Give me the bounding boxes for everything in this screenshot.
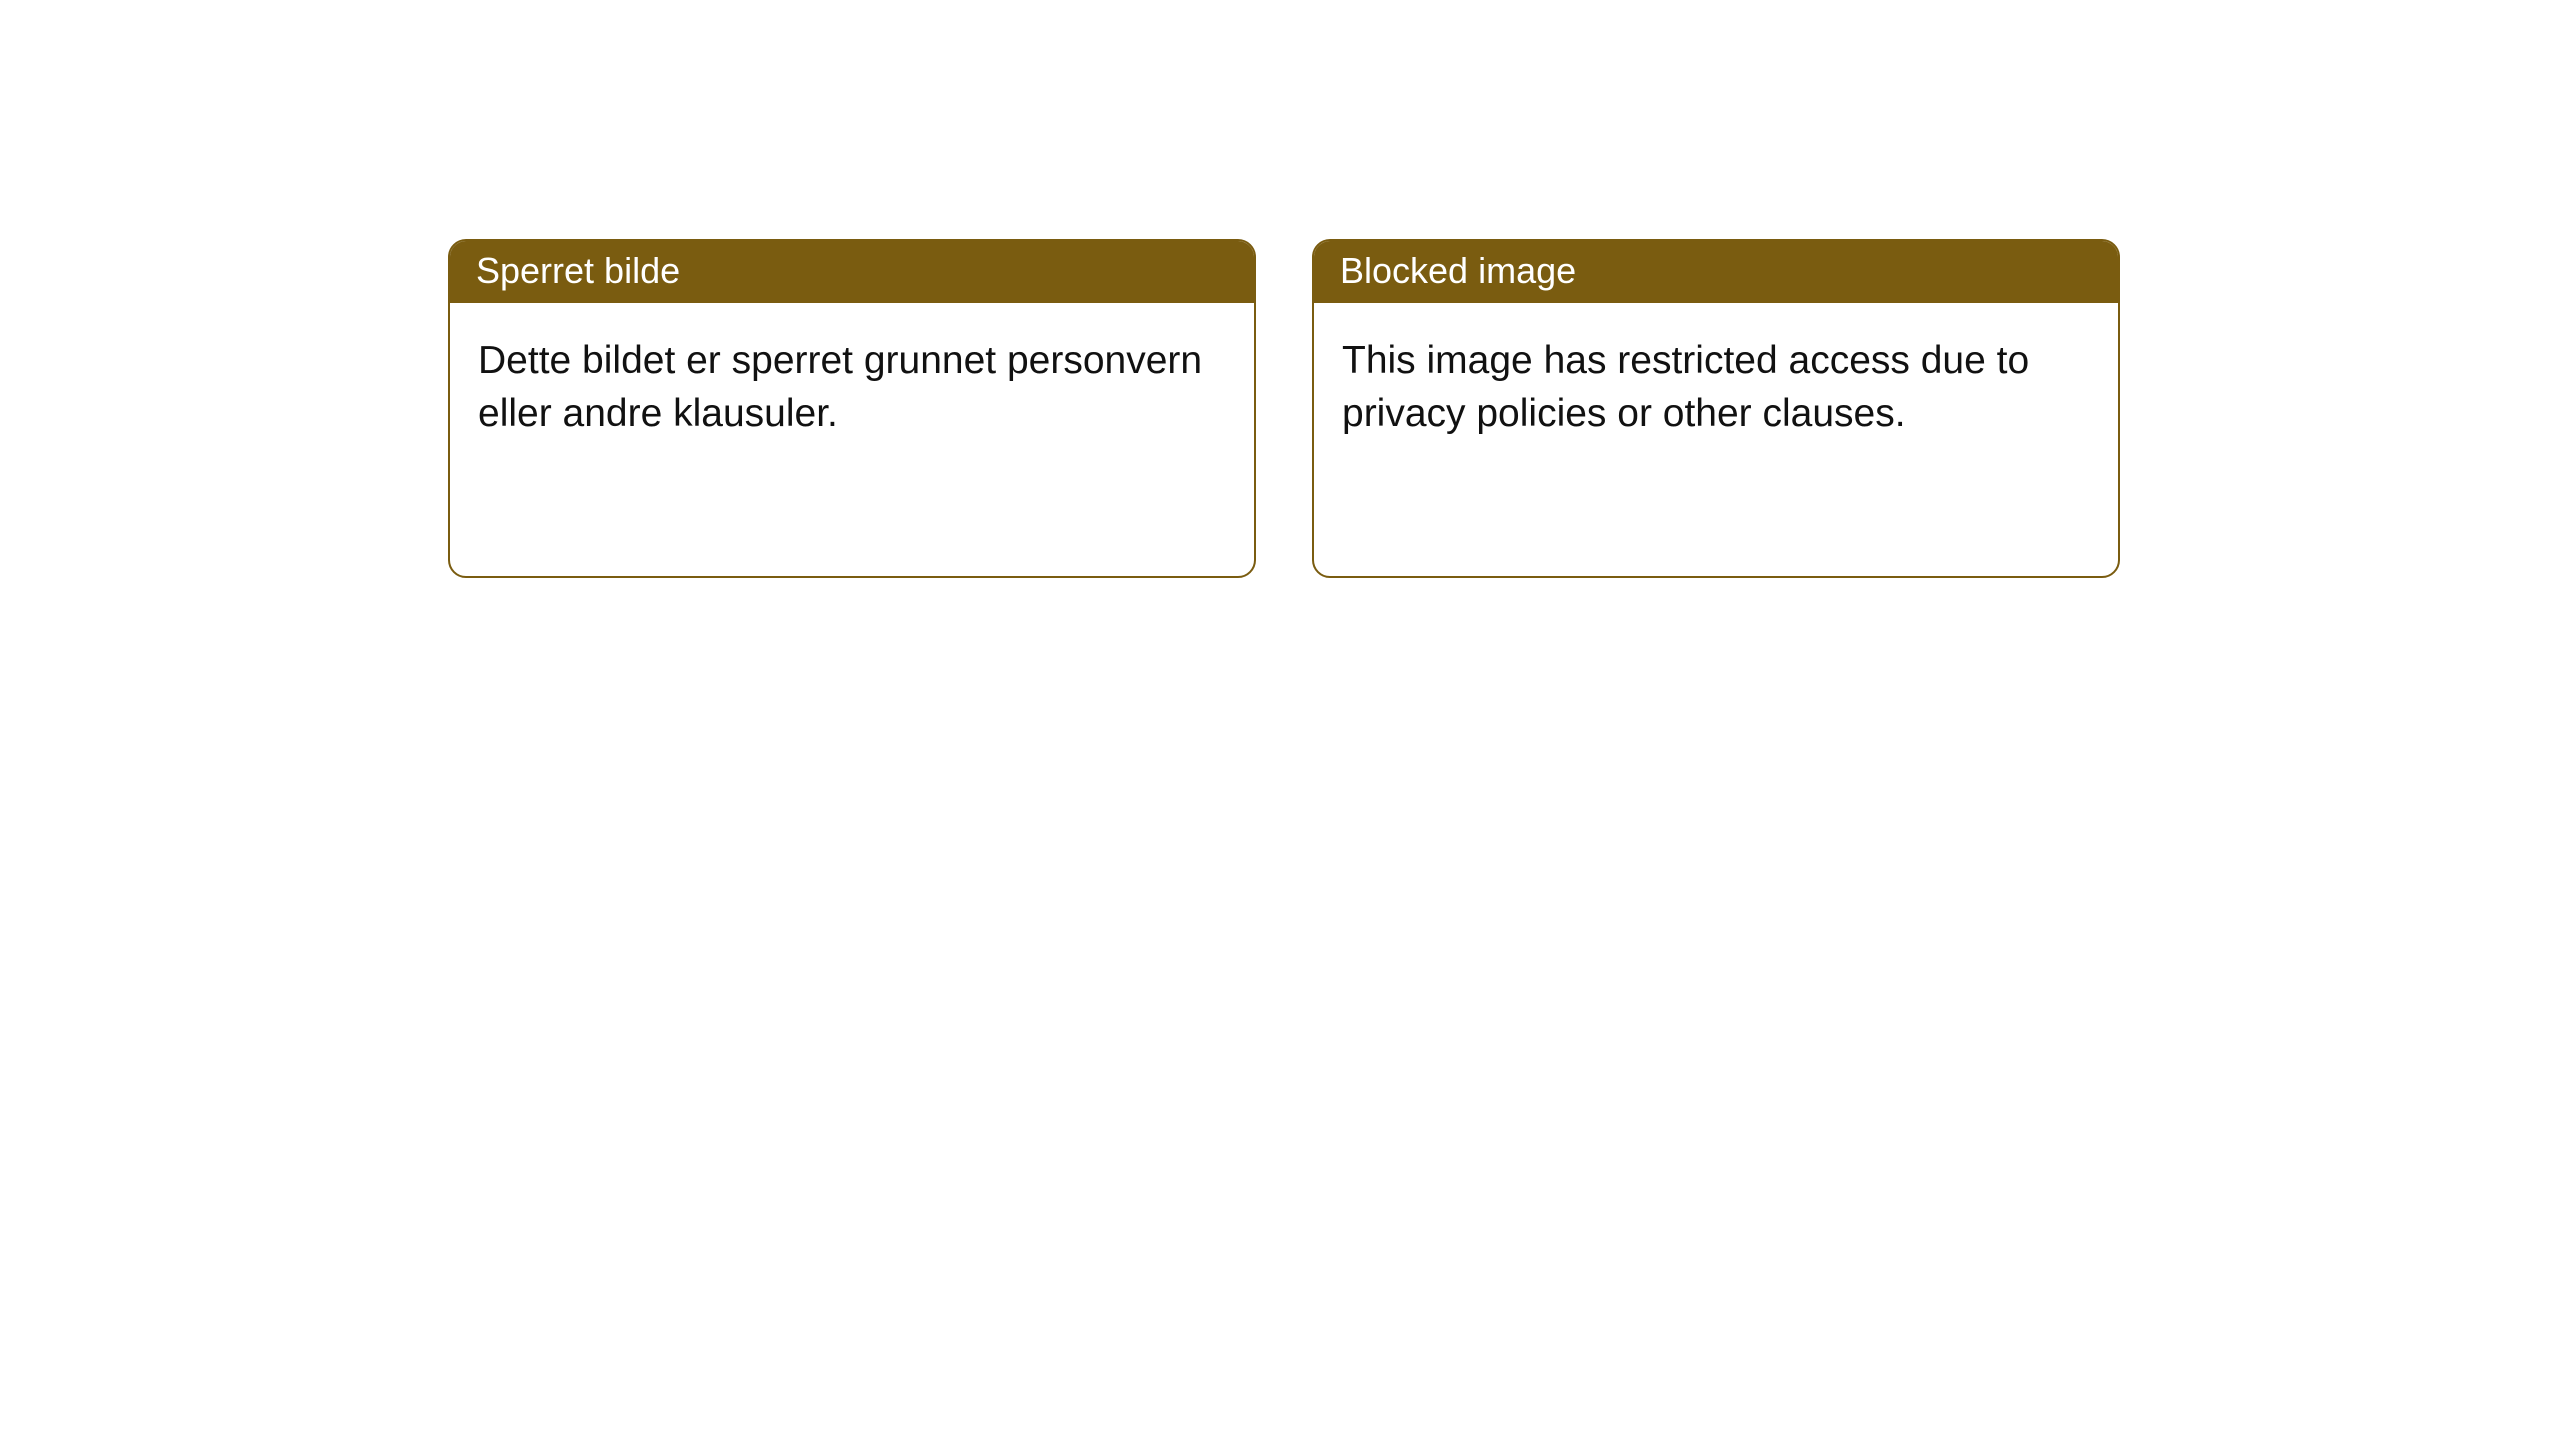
notice-card-norwegian: Sperret bilde Dette bildet er sperret gr… (448, 239, 1256, 578)
notice-card-english: Blocked image This image has restricted … (1312, 239, 2120, 578)
notice-header: Blocked image (1314, 241, 2118, 303)
notice-container: Sperret bilde Dette bildet er sperret gr… (0, 0, 2560, 578)
notice-body: This image has restricted access due to … (1314, 303, 2118, 466)
notice-header: Sperret bilde (450, 241, 1254, 303)
notice-body: Dette bildet er sperret grunnet personve… (450, 303, 1254, 466)
